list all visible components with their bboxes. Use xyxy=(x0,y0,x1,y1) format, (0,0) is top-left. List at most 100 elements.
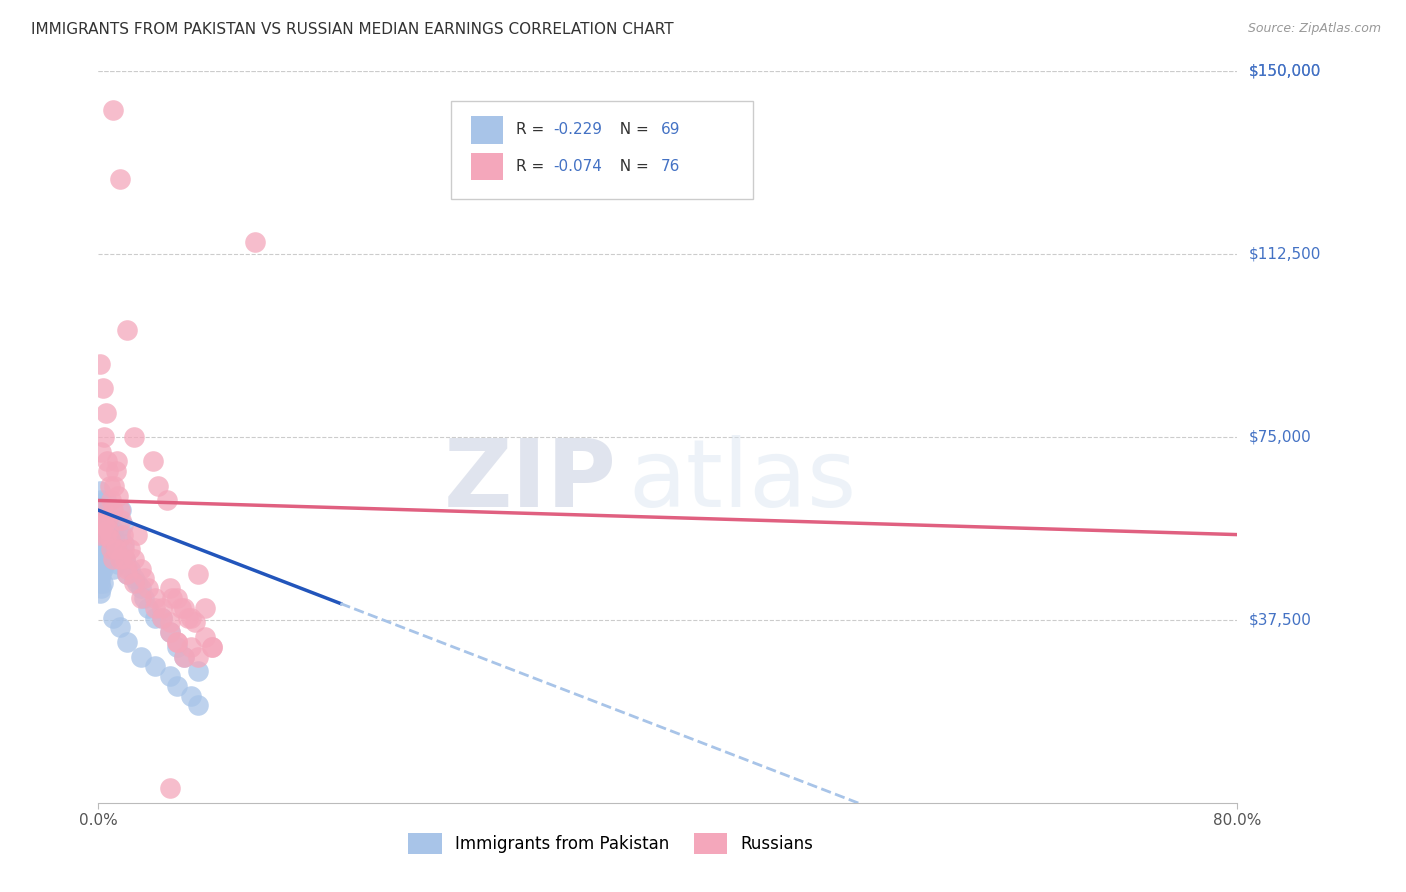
Point xyxy=(96,527,118,541)
Point xyxy=(89,527,111,541)
Point xyxy=(177,610,200,624)
Point xyxy=(94,527,117,541)
Point xyxy=(145,659,167,673)
Text: N =: N = xyxy=(610,122,654,137)
Point xyxy=(152,600,174,615)
Point xyxy=(108,503,131,517)
Text: -0.074: -0.074 xyxy=(553,159,602,174)
Point xyxy=(100,542,122,557)
Point xyxy=(108,527,131,541)
Point xyxy=(89,562,111,576)
Point xyxy=(89,576,111,591)
Point xyxy=(91,381,114,395)
Point xyxy=(103,533,125,547)
Point xyxy=(111,517,134,532)
Point xyxy=(187,698,209,713)
FancyBboxPatch shape xyxy=(471,153,503,180)
Text: Source: ZipAtlas.com: Source: ZipAtlas.com xyxy=(1247,22,1381,36)
Point xyxy=(90,566,112,581)
Point xyxy=(112,542,135,557)
Point xyxy=(122,552,145,566)
Point xyxy=(101,552,124,566)
Point xyxy=(101,610,124,624)
Point xyxy=(173,649,195,664)
Point xyxy=(115,323,138,337)
Point xyxy=(94,517,117,532)
Point xyxy=(115,566,138,581)
Point xyxy=(91,503,114,517)
Text: -0.229: -0.229 xyxy=(553,122,602,137)
Point xyxy=(115,562,138,576)
Point xyxy=(104,542,127,557)
Point xyxy=(118,542,141,557)
Point xyxy=(129,581,152,595)
Point xyxy=(201,640,224,654)
Point xyxy=(107,489,129,503)
Point xyxy=(125,576,148,591)
Point xyxy=(90,513,112,527)
FancyBboxPatch shape xyxy=(471,116,503,144)
Point xyxy=(194,630,217,644)
Point xyxy=(132,572,155,586)
Text: R =: R = xyxy=(516,122,550,137)
Point xyxy=(100,493,122,508)
Point xyxy=(97,513,120,527)
Point xyxy=(114,552,136,566)
Point xyxy=(187,649,209,664)
Point xyxy=(89,552,111,566)
Point xyxy=(89,483,111,498)
Point xyxy=(93,542,115,557)
Point xyxy=(180,640,202,654)
Point xyxy=(90,557,112,571)
Point xyxy=(159,669,181,683)
Point xyxy=(136,581,159,595)
Point xyxy=(90,581,112,595)
Point xyxy=(159,625,181,640)
Point xyxy=(129,562,152,576)
Point xyxy=(156,493,179,508)
Text: N =: N = xyxy=(610,159,654,174)
Point xyxy=(108,620,131,634)
Point xyxy=(93,513,115,527)
Point xyxy=(89,572,111,586)
Point xyxy=(89,542,111,557)
Point xyxy=(173,649,195,664)
Point xyxy=(166,635,188,649)
Legend: Immigrants from Pakistan, Russians: Immigrants from Pakistan, Russians xyxy=(402,827,820,860)
Point xyxy=(97,523,120,537)
Point xyxy=(159,781,181,796)
Point xyxy=(89,513,111,527)
Point xyxy=(145,610,167,624)
Point xyxy=(93,430,115,444)
Point xyxy=(152,610,174,624)
Point xyxy=(94,406,117,420)
Point xyxy=(110,513,132,527)
Point xyxy=(101,103,124,118)
Point xyxy=(93,557,115,571)
Point xyxy=(101,523,124,537)
Point xyxy=(173,600,195,615)
Text: $37,500: $37,500 xyxy=(1249,613,1312,627)
Point xyxy=(162,591,184,605)
Point xyxy=(105,542,128,557)
Point xyxy=(96,552,118,566)
Point xyxy=(98,533,121,547)
Point xyxy=(136,600,159,615)
Text: IMMIGRANTS FROM PAKISTAN VS RUSSIAN MEDIAN EARNINGS CORRELATION CHART: IMMIGRANTS FROM PAKISTAN VS RUSSIAN MEDI… xyxy=(31,22,673,37)
Point xyxy=(141,454,163,468)
Point xyxy=(107,557,129,571)
Point xyxy=(166,591,188,605)
Point xyxy=(91,533,114,547)
Point xyxy=(145,591,167,605)
Point xyxy=(97,542,120,557)
Point xyxy=(93,517,115,532)
Point xyxy=(243,235,266,249)
Text: atlas: atlas xyxy=(628,435,856,527)
Point xyxy=(122,572,145,586)
Point xyxy=(96,513,118,527)
Point xyxy=(152,610,174,624)
Point xyxy=(108,552,131,566)
Point xyxy=(100,552,122,566)
Point xyxy=(89,503,111,517)
Point xyxy=(91,517,114,532)
